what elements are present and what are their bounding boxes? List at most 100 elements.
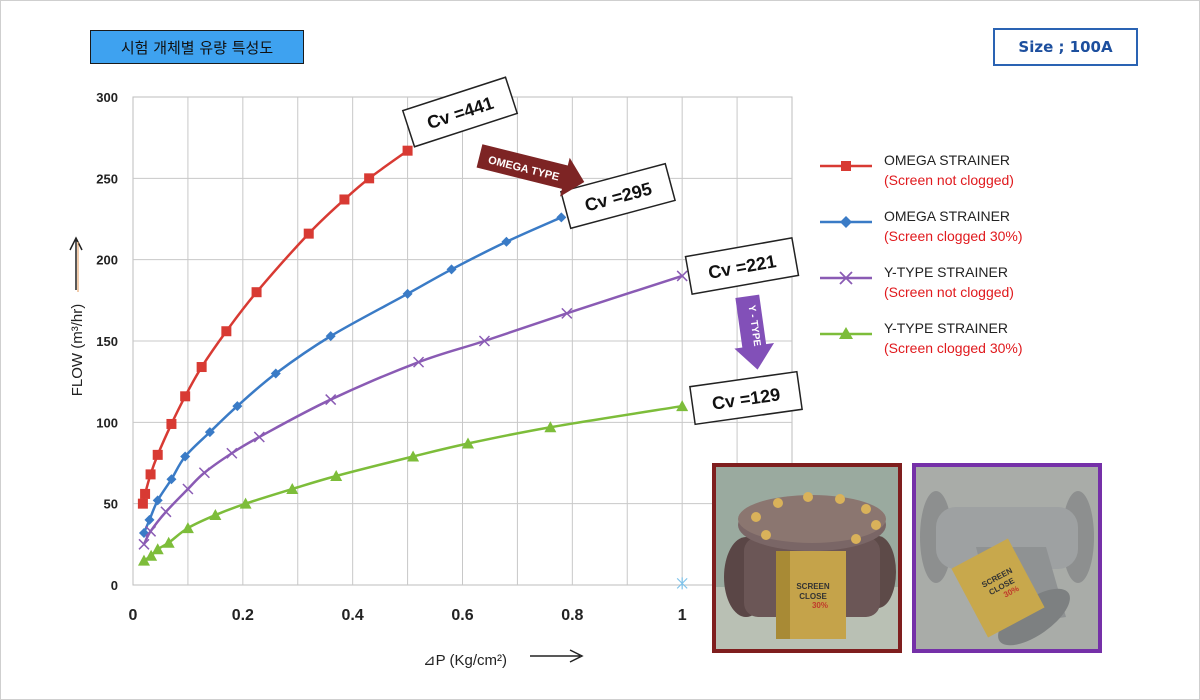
- data-point: [160, 506, 172, 518]
- legend-name: Y-TYPE STRAINER: [884, 264, 1008, 280]
- data-point: [325, 331, 336, 342]
- cv-callout: Cv =129: [689, 370, 803, 426]
- data-point: [286, 483, 299, 495]
- x-axis-label: ⊿P (Kg/cm²): [423, 652, 507, 669]
- photo-label-line: CLOSE: [799, 592, 827, 601]
- y-tick-label: 300: [96, 90, 118, 105]
- data-point: [676, 270, 688, 282]
- cv-callout: Cv =295: [560, 162, 676, 230]
- data-point: [162, 536, 175, 548]
- cv-callout: Cv =221: [684, 237, 800, 295]
- y-tick-label: 50: [104, 497, 118, 512]
- data-point: [144, 514, 155, 525]
- data-point: [544, 421, 557, 433]
- data-point: [407, 450, 420, 462]
- x-tick-label: 0.4: [342, 607, 364, 624]
- series-3: [137, 400, 689, 566]
- data-point: [140, 488, 151, 499]
- cv-callout-box: [560, 162, 676, 230]
- size-label: Size ; 100A: [1018, 38, 1113, 56]
- data-point: [180, 391, 191, 402]
- legend-subtitle: (Screen not clogged): [884, 172, 1014, 188]
- data-point: [270, 368, 281, 379]
- data-point: [226, 447, 238, 459]
- data-point: [182, 483, 194, 495]
- y-axis-label: FLOW (m³/hr): [69, 304, 86, 396]
- y-tick-label: 0: [111, 578, 118, 593]
- data-point: [204, 427, 215, 438]
- cv-callout-box: [684, 237, 800, 295]
- data-point: [676, 400, 689, 412]
- data-point: [501, 236, 512, 247]
- legend-item-ytype-clean: Y-TYPE STRAINER (Screen not clogged): [820, 262, 1120, 308]
- data-point: [137, 498, 148, 509]
- data-point: [145, 469, 156, 480]
- y-tick-label: 250: [96, 171, 118, 186]
- y-tick-label: 200: [96, 253, 118, 268]
- x-tick-label: 0.8: [561, 607, 583, 624]
- data-point: [364, 173, 375, 184]
- legend-item-omega-clogged: OMEGA STRAINER (Screen clogged 30%): [820, 206, 1120, 252]
- legend-name: Y-TYPE STRAINER: [884, 320, 1008, 336]
- photo-label-line: SCREEN: [796, 582, 830, 591]
- chart-title: 시험 개체별 유량 특성도: [120, 38, 274, 57]
- data-point: [402, 145, 413, 156]
- data-point: [325, 394, 337, 406]
- y-type-strainer-illustration: SCREEN CLOSE 30%: [916, 467, 1098, 649]
- data-point: [181, 522, 194, 534]
- cv-callout-box: [689, 370, 803, 426]
- cv-callout-box: [401, 76, 519, 148]
- data-point: [339, 194, 350, 205]
- data-point: [138, 538, 150, 550]
- omega-strainer-photo: SCREEN CLOSE 30%: [712, 463, 902, 653]
- photo-label-line: 30%: [812, 601, 828, 610]
- omega-type-arrow-shape: [476, 144, 585, 197]
- data-point: [461, 437, 474, 449]
- legend-subtitle: (Screen not clogged): [884, 284, 1014, 300]
- data-point: [561, 307, 573, 319]
- data-point: [251, 287, 262, 298]
- x-tick-label: 0: [129, 607, 138, 624]
- legend-subtitle: (Screen clogged 30%): [884, 228, 1023, 244]
- x-axis-arrow-icon: [530, 649, 584, 663]
- x-tick-label: 0.6: [451, 607, 473, 624]
- legend-name: OMEGA STRAINER: [884, 152, 1011, 168]
- omega-strainer-illustration: SCREEN CLOSE 30%: [716, 467, 898, 649]
- y-tick-label: 100: [96, 415, 118, 430]
- data-point: [253, 431, 265, 443]
- data-point: [145, 525, 157, 537]
- series-2: [138, 270, 688, 550]
- data-point: [166, 474, 177, 485]
- data-point: [239, 497, 252, 509]
- data-point: [151, 543, 164, 555]
- y-type-strainer-photo: SCREEN CLOSE 30%: [912, 463, 1102, 653]
- data-point: [221, 326, 232, 337]
- data-point: [137, 554, 150, 566]
- legend-marker-triangle-icon: [820, 327, 872, 339]
- data-point: [446, 264, 457, 275]
- y-type-arrow: Y - TYPE: [734, 294, 775, 370]
- chart-title-box: 시험 개체별 유량 특성도: [90, 30, 304, 64]
- data-point: [478, 335, 490, 347]
- legend-item-omega-clean: OMEGA STRAINER (Screen not clogged): [820, 150, 1120, 196]
- data-point: [166, 418, 177, 429]
- series-0: [137, 145, 413, 509]
- y-tick-label: 150: [96, 334, 118, 349]
- data-point: [402, 288, 413, 299]
- y-axis-arrow-icon: [69, 236, 83, 290]
- legend-marker-x-icon: [820, 271, 872, 285]
- data-point: [152, 495, 163, 506]
- data-point: [413, 356, 425, 368]
- x-tick-label: 0.2: [232, 607, 254, 624]
- data-point: [196, 362, 207, 373]
- data-point: [145, 549, 158, 561]
- y-type-arrow-shape: [734, 294, 775, 370]
- grid: [133, 97, 792, 585]
- data-point: [303, 228, 314, 239]
- series-1: [138, 212, 567, 538]
- stray-marker-icon: [676, 577, 688, 590]
- legend-item-ytype-clogged: Y-TYPE STRAINER (Screen clogged 30%): [820, 318, 1120, 364]
- legend-name: OMEGA STRAINER: [884, 208, 1011, 224]
- legend-marker-square-icon: [820, 161, 872, 171]
